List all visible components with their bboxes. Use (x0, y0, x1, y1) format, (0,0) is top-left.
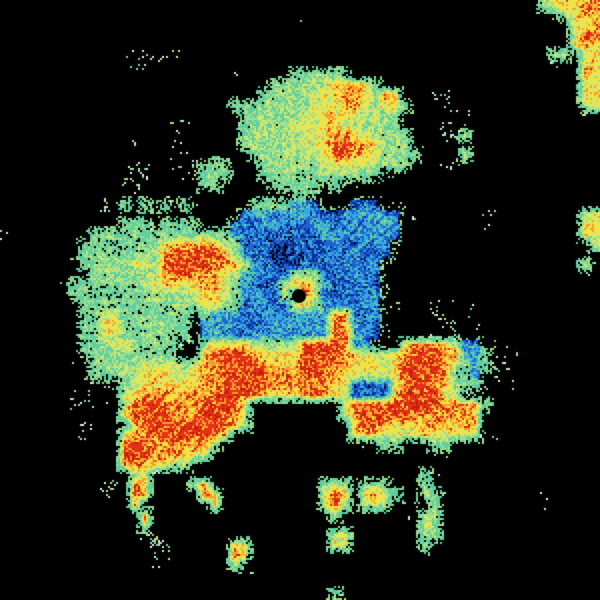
radar-display (0, 0, 600, 600)
radar-reflectivity-canvas (0, 0, 600, 600)
